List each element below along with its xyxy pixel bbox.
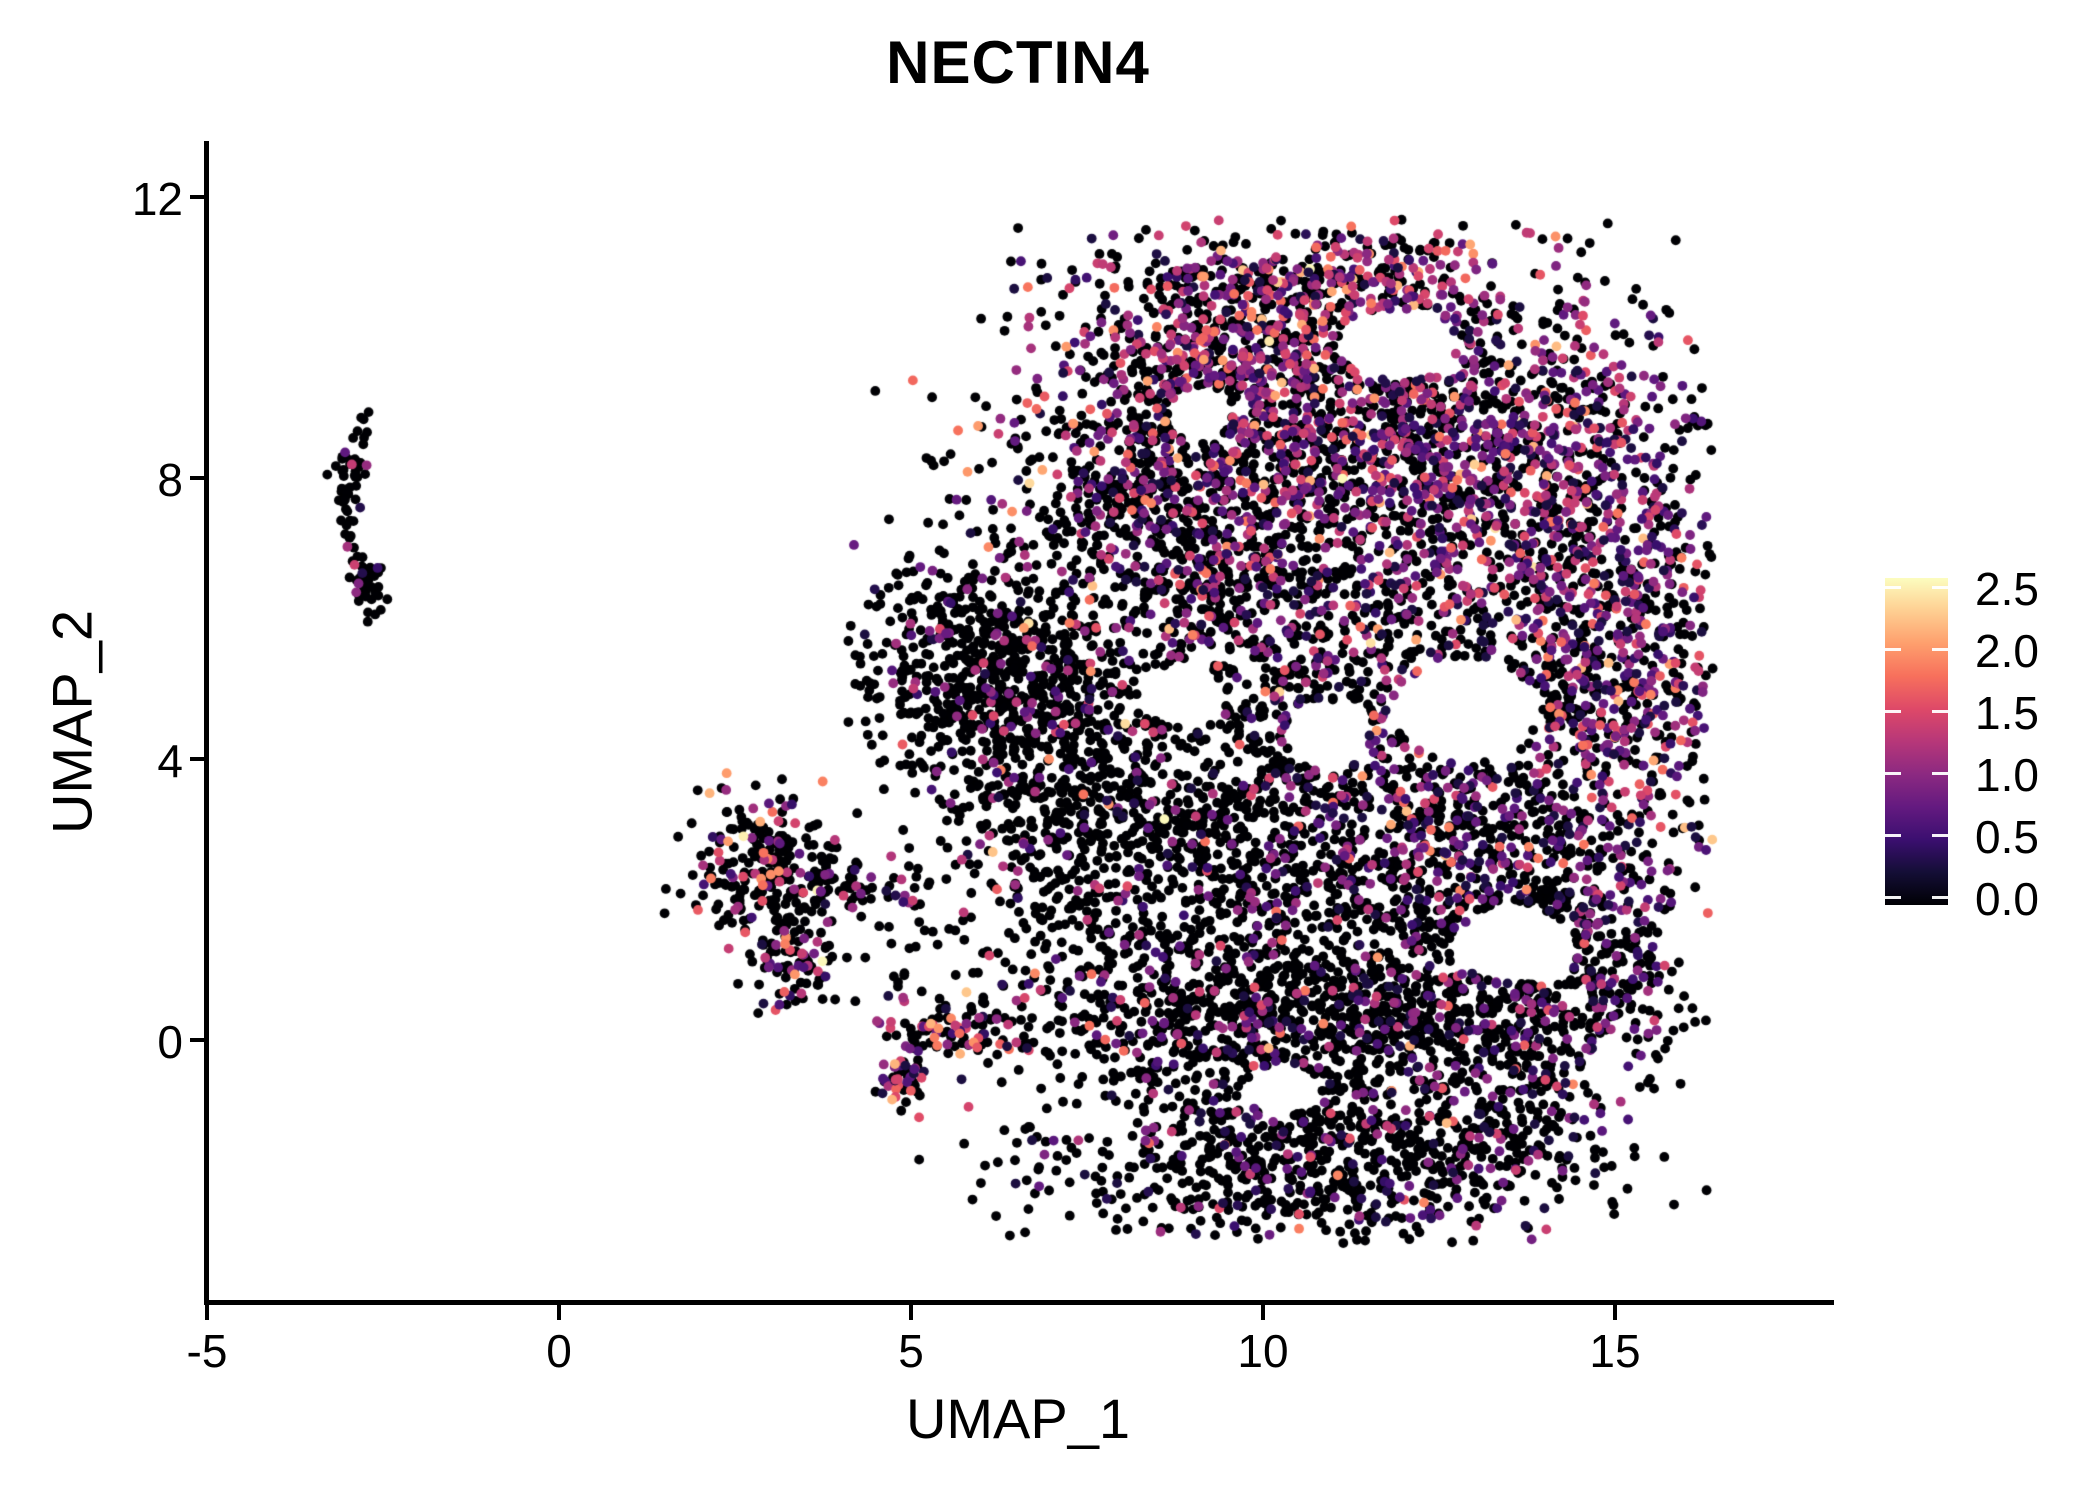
- x-tick-mark: [205, 1305, 209, 1320]
- y-axis-title: UMAP_2: [40, 609, 104, 835]
- y-tick-mark: [190, 476, 205, 481]
- y-tick-label: 4: [157, 735, 183, 788]
- y-tick-mark: [190, 757, 205, 762]
- colorbar-value-label: 2.5: [1975, 563, 2039, 615]
- colorbar-tick-mark: [1885, 834, 1901, 837]
- colorbar-tick-mark: [1932, 648, 1948, 651]
- y-tick-mark: [190, 1037, 205, 1042]
- x-tick-label: 10: [1237, 1325, 1289, 1377]
- scatter-points-canvas: [207, 143, 1829, 1302]
- y-axis-line: [204, 141, 209, 1305]
- colorbar-tick-mark: [1885, 896, 1901, 899]
- x-tick-mark: [908, 1305, 913, 1320]
- y-tick-mark: [190, 195, 205, 200]
- colorbar-value-label: 0.0: [1975, 873, 2039, 925]
- x-tick-label: 0: [546, 1325, 572, 1377]
- colorbar-tick-mark: [1932, 772, 1948, 775]
- colorbar-tick-mark: [1885, 586, 1901, 589]
- y-tick-label: 0: [157, 1015, 183, 1068]
- x-tick-label: -5: [186, 1325, 228, 1377]
- colorbar-value-label: 1.0: [1975, 749, 2039, 801]
- x-axis-line: [204, 1300, 1834, 1305]
- x-tick-mark: [556, 1305, 561, 1320]
- colorbar-tick-mark: [1932, 896, 1948, 899]
- colorbar-value-label: 0.5: [1975, 811, 2039, 863]
- colorbar-tick-mark: [1932, 710, 1948, 713]
- y-tick-label: 12: [131, 173, 183, 226]
- colorbar-tick-mark: [1885, 648, 1901, 651]
- x-tick-mark: [1260, 1305, 1265, 1320]
- colorbar-value-label: 2.0: [1975, 625, 2039, 677]
- x-tick-label: 15: [1589, 1325, 1641, 1377]
- colorbar-tick-mark: [1885, 772, 1901, 775]
- colorbar-tick-mark: [1885, 710, 1901, 713]
- x-axis-title: UMAP_1: [905, 1387, 1131, 1450]
- colorbar-tick-mark: [1932, 834, 1948, 837]
- colorbar-gradient: [1885, 578, 1948, 905]
- x-tick-mark: [1612, 1305, 1617, 1320]
- colorbar-tick-mark: [1932, 586, 1948, 589]
- plot-title: NECTIN4: [886, 29, 1150, 96]
- x-tick-label: 5: [898, 1325, 924, 1377]
- y-tick-label: 8: [157, 454, 183, 507]
- colorbar-value-label: 1.5: [1975, 687, 2039, 739]
